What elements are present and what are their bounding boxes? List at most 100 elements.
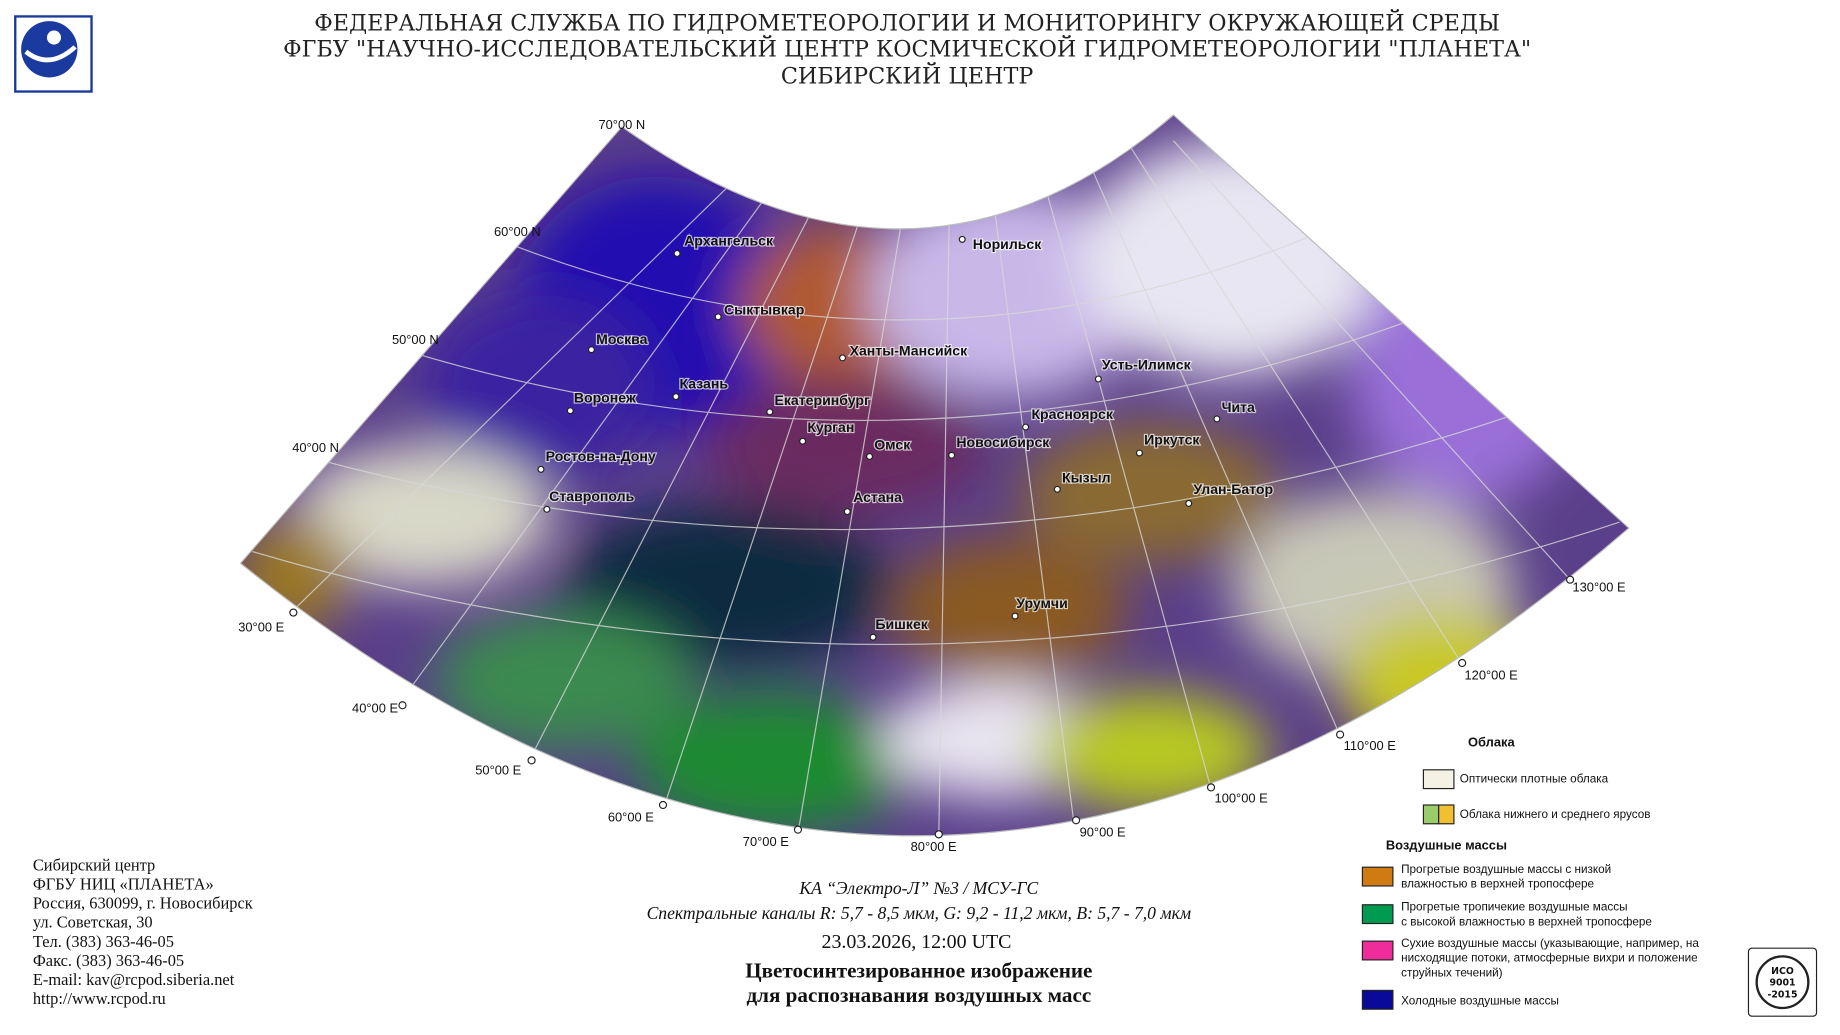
lon-label: 80°00 E — [911, 839, 957, 854]
contact-line: ФГБУ НИЦ «ПЛАНЕТА» — [33, 875, 214, 894]
cities: Архангельск Норильск Сыктывкар Москва Ханты-… — [537, 231, 1275, 641]
city-dot — [839, 354, 847, 362]
city-label: Казань — [679, 375, 728, 391]
city-dot — [766, 408, 774, 416]
city-dot — [543, 505, 551, 513]
lon-marker — [1458, 658, 1467, 668]
city-dot — [1213, 415, 1221, 423]
city-label: Москва — [596, 331, 647, 347]
city-dot — [958, 235, 966, 243]
city-label: Чита — [1222, 399, 1255, 415]
city-label: Урумчи — [1016, 595, 1068, 611]
city-dot — [1022, 423, 1030, 431]
legend-text: влажностью в верхней тропосфере — [1401, 878, 1594, 891]
city-label: Улан-Батор — [1193, 481, 1273, 497]
city-dot — [714, 313, 722, 321]
legend-swatch — [1422, 804, 1440, 825]
legend-text: Прогретые воздушные массы с низкой — [1401, 863, 1611, 876]
header: ФЕДЕРАЛЬНАЯ СЛУЖБА ПО ГИДРОМЕТЕОРОЛОГИИ … — [283, 9, 1531, 90]
legend-text: Облака нижнего и среднего ярусов — [1460, 808, 1651, 821]
map-frame — [239, 114, 1630, 837]
header-line: СИБИРСКИЙ ЦЕНТР — [781, 61, 1034, 89]
city-dot — [566, 407, 574, 415]
city-label: Омск — [874, 436, 911, 452]
city-dot — [799, 437, 807, 445]
legend-swatch — [1438, 804, 1455, 825]
legend-text: Холодные воздушные массы — [1401, 994, 1559, 1007]
city-label: Новосибирск — [956, 434, 1050, 450]
city-dot — [843, 508, 851, 516]
lat-label: 70°00 N — [598, 117, 645, 132]
city-dot — [672, 393, 680, 401]
city-dot — [1011, 612, 1019, 620]
contact-line: Тел. (383) 363-46-05 — [33, 932, 174, 951]
city-dot — [673, 249, 681, 257]
legend-swatch — [1361, 904, 1394, 925]
legend-text: Прогретые тропичекие воздушные массы — [1401, 901, 1627, 914]
city-dot — [1185, 499, 1193, 507]
lon-marker — [793, 825, 803, 834]
city-label: Усть-Илимск — [1102, 357, 1192, 373]
lon-marker — [1565, 575, 1575, 584]
city-label: Ростов-на-Дону — [546, 448, 656, 464]
satellite-map — [240, 115, 1629, 836]
city-label: Астана — [853, 489, 902, 505]
contact-line: ул. Советская, 30 — [33, 913, 153, 932]
lat-label: 50°00 N — [392, 332, 439, 347]
city-label: Кызыл — [1062, 469, 1111, 485]
lon-marker — [1335, 730, 1345, 739]
lon-marker — [658, 800, 668, 810]
lon-marker — [1071, 816, 1081, 825]
lon-marker — [289, 608, 298, 617]
legend-swatch — [1361, 940, 1394, 961]
channels: Спектральные каналы R: 5,7 - 8,5 мкм, G:… — [647, 903, 1191, 923]
city-dot — [1053, 485, 1061, 493]
city-dot — [587, 346, 595, 354]
city-label: Красноярск — [1031, 406, 1113, 422]
lon-label: 110°00 E — [1344, 738, 1397, 753]
lon-marker — [398, 701, 407, 710]
legend-swatch — [1361, 989, 1394, 1010]
city-dot — [948, 451, 956, 459]
city-dot — [869, 633, 877, 641]
lat-label: 60°00 N — [494, 224, 541, 239]
legend-swatch — [1361, 866, 1394, 887]
city-label: Иркутск — [1144, 432, 1200, 448]
city-dot — [1135, 449, 1143, 457]
graticule-labels: 70°00 N 60°00 N 50°00 N 40°00 N 30°00 E 40°00… — [238, 117, 1626, 854]
lon-label: 120°00 E — [1464, 667, 1518, 682]
city-label: Ханты-Мансийск — [850, 343, 969, 359]
lon-label: 60°00 E — [608, 809, 654, 824]
city-label: Курган — [807, 419, 854, 435]
city-dot — [1094, 375, 1102, 383]
legend-text: с высокой влажностью в верхней тропосфер… — [1401, 915, 1652, 928]
city-label: Норильск — [973, 236, 1042, 252]
lon-label: 70°00 E — [743, 834, 789, 849]
lon-label: 90°00 E — [1080, 825, 1126, 840]
contact-line: E-mail: kav@rcpod.siberia.net — [33, 970, 235, 989]
header-line: ФЕДЕРАЛЬНАЯ СЛУЖБА ПО ГИДРОМЕТЕОРОЛОГИИ … — [314, 9, 1500, 37]
cert-text: -2015 — [1768, 989, 1798, 1000]
legend-swatch — [1422, 769, 1455, 790]
city-label: Екатеринбург — [774, 392, 870, 408]
legend-text: Оптически плотные облака — [1460, 773, 1609, 786]
lon-label: 130°00 E — [1572, 579, 1626, 594]
legend-title: Облака — [1468, 734, 1515, 749]
legend-text: струйных течений) — [1401, 966, 1503, 979]
header-line: ФГБУ "НАУЧНО-ИССЛЕДОВАТЕЛЬСКИЙ ЦЕНТР КОС… — [283, 34, 1531, 62]
city-label: Ставрополь — [549, 488, 634, 504]
legend-text: Сухие воздушные массы (указывающие, напр… — [1401, 937, 1699, 950]
contact-line: Факс. (383) 363-46-05 — [33, 951, 184, 970]
caption-title: для распознавания воздушных масс — [746, 983, 1091, 1007]
city-dot — [537, 465, 545, 473]
lat-label: 40°00 N — [292, 440, 339, 455]
city-label: Воронеж — [574, 389, 637, 405]
legend: Облака Оптически плотные облака Облака ниж… — [1361, 734, 1699, 1010]
city-label: Бишкек — [875, 616, 928, 632]
lon-label: 30°00 E — [238, 619, 284, 634]
datetime: 23.03.2026, 12:00 UTC — [821, 931, 1011, 953]
logo — [14, 15, 93, 93]
contact-line: http://www.rcpod.ru — [33, 989, 166, 1008]
